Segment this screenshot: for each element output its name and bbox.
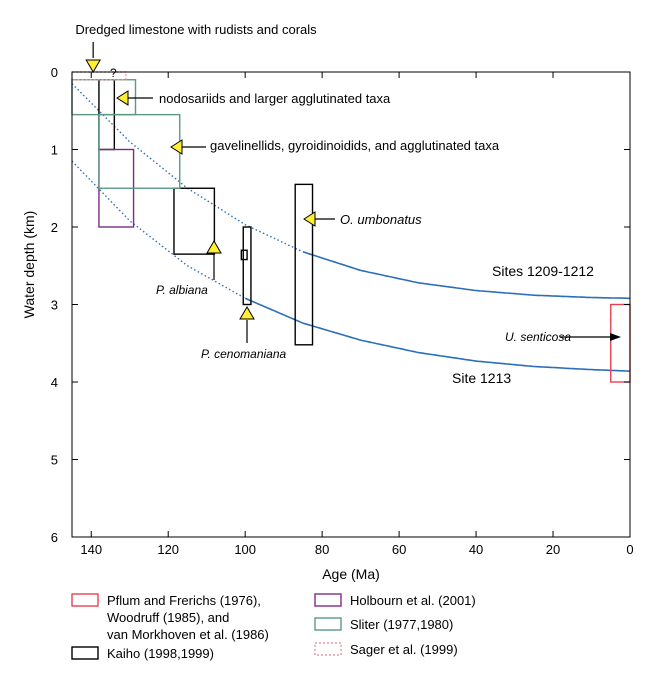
legend-label-1-2: Woodruff (1985), and	[107, 610, 229, 625]
range-box-8	[98, 113, 181, 189]
legend-layer: Pflum and Frerichs (1976), Woodruff (1985…	[71, 593, 476, 661]
range-box-9	[71, 71, 127, 81]
x-tick-label: 40	[469, 542, 483, 557]
annot-question: ?	[110, 66, 117, 80]
x-tick-label: 20	[546, 542, 560, 557]
range-box-5	[294, 183, 314, 346]
arrow-albiana-head	[206, 240, 222, 254]
arrow-o-head	[303, 211, 316, 227]
label-sites-1209-1212: Sites 1209-1212	[492, 263, 594, 279]
annot-p-cenomaniana: P. cenomaniana	[201, 347, 287, 361]
y-axis-label: Water depth (km)	[21, 211, 37, 319]
legend-label-4-1: Sliter (1977,1980)	[350, 617, 453, 632]
x-tick-label: 120	[157, 542, 179, 557]
y-tick-label: 4	[51, 375, 58, 390]
legend-swatch-2	[71, 646, 99, 660]
arrow-dredged-head	[85, 59, 102, 73]
label-site-1213: Site 1213	[452, 370, 511, 386]
range-box-2	[173, 187, 216, 255]
curve-2-dotted	[71, 160, 246, 299]
legend-label-2-1: Kaiho (1998,1999)	[107, 646, 214, 661]
annot-dredged: Dredged limestone with rudists and coral…	[75, 22, 317, 37]
y-tick-label: 1	[51, 143, 58, 158]
legend-swatch-4	[314, 617, 342, 631]
legend-label-5-1: Sager et al. (1999)	[350, 642, 458, 657]
x-axis-label: Age (Ma)	[322, 566, 380, 582]
y-tick-label: 2	[51, 220, 58, 235]
legend-swatch-1	[71, 593, 99, 607]
annot-o-umbonatus: O. umbonatus	[340, 212, 422, 227]
annot-gavelinellids: gavelinellids, gyroidinoidids, and agglu…	[210, 138, 500, 153]
legend-swatch-5	[314, 642, 342, 656]
legend-label-1-3: van Morkhoven et al. (1986)	[107, 627, 269, 642]
x-tick-label: 100	[234, 542, 256, 557]
axes-layer: 140 120 100 80 60 40 20 0 0 1 2 3 4 5 6 Age (Ma) Water d…	[21, 65, 634, 582]
annotations-layer: Dredged limestone with rudists and coral…	[75, 22, 621, 386]
y-tick-label: 5	[51, 453, 58, 468]
curves-layer	[71, 83, 630, 372]
x-tick-label: 140	[80, 542, 102, 557]
annot-u-senticosa: U. senticosa	[505, 330, 571, 344]
curve-2-solid	[244, 297, 630, 372]
arrow-nodosariids-head	[116, 90, 129, 106]
legend-label-1-1: Pflum and Frerichs (1976),	[107, 593, 261, 608]
curve-1-solid	[302, 251, 630, 300]
arrow-cenomaniana-head	[239, 306, 255, 320]
annot-p-albiana: P. albiana	[156, 283, 208, 297]
y-tick-label: 3	[51, 298, 58, 313]
arrow-senticosa-head	[610, 333, 621, 341]
y-tick-label: 6	[51, 530, 58, 545]
range-box-3	[242, 226, 252, 306]
x-tick-label: 60	[392, 542, 406, 557]
legend-label-3-1: Holbourn et al. (2001)	[350, 593, 476, 608]
x-tick-label: 80	[315, 542, 329, 557]
legend-swatch-3	[314, 593, 342, 607]
x-tick-label: 0	[626, 542, 633, 557]
range-box-4	[240, 249, 248, 261]
y-tick-label: 0	[51, 65, 58, 80]
arrow-gavelinellids-head	[170, 139, 183, 155]
annot-nodosariids: nodosariids and larger agglutinated taxa	[159, 91, 391, 106]
